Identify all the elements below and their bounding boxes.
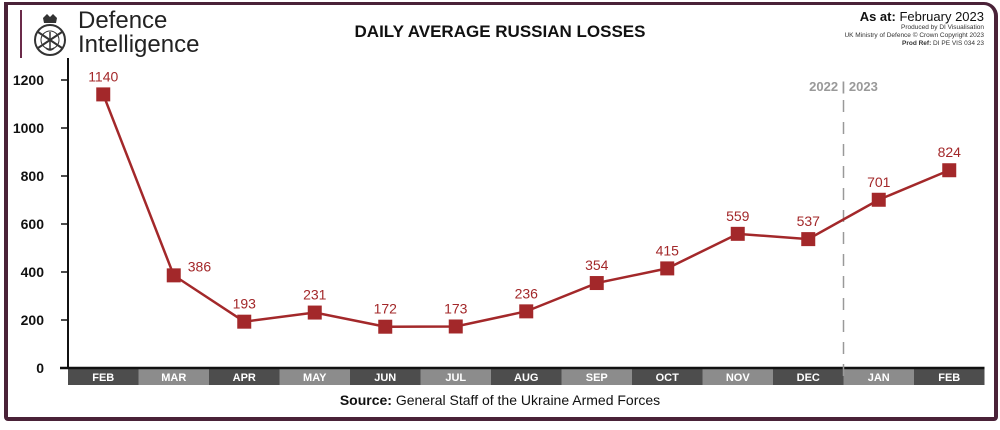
x-tick-label: FEB [938,372,960,384]
data-point [96,87,111,102]
produced-by: Produced by DI Visualisation [901,24,984,31]
x-tick-label: MAY [303,372,327,384]
data-point [307,305,322,320]
year-divider-label: 2022 | 2023 [809,79,878,94]
x-band [843,369,914,385]
source-value: General Staff of the Ukraine Armed Force… [395,392,661,408]
data-point [942,163,957,178]
data-point [378,319,393,334]
x-tick-label: AUG [514,372,538,384]
data-label: 172 [374,301,398,317]
data-label: 824 [938,144,962,160]
y-tick-label: 200 [21,312,45,328]
brand-line-2: Intelligence [78,31,200,58]
data-label: 386 [188,258,212,274]
x-band [138,369,209,385]
data-label: 354 [585,257,609,273]
x-tick-label: NOV [726,372,751,384]
meta-info: As at: February 2023 Produced by DI Visu… [844,9,984,48]
data-point [237,314,252,329]
y-tick-label: 0 [36,360,44,376]
chart-title: DAILY AVERAGE RUSSIAN LOSSES [354,22,646,41]
data-point [166,268,181,283]
copyright: UK Ministry of Defence © Crown Copyright… [844,32,984,39]
defence-intelligence-crest-icon [34,14,66,56]
data-label: 701 [867,174,891,190]
data-label: 1140 [88,68,118,84]
data-label: 537 [797,213,821,229]
as-at-label: As at: [859,9,896,24]
y-tick-label: 600 [21,216,45,232]
x-tick-label: SEP [586,372,608,384]
brand-divider [20,10,22,58]
x-band [279,369,350,385]
x-band [209,369,280,385]
brand-line-1: Defence [78,7,168,34]
x-band [632,369,703,385]
data-point [660,261,675,276]
data-label: 415 [656,242,680,258]
x-band [702,369,773,385]
y-tick-label: 1200 [13,72,44,88]
prod-ref-value: DI PE VIS 034 23 [933,40,984,47]
x-tick-label: OCT [656,372,680,384]
brand-name: Defence Intelligence [78,9,199,57]
data-point [519,304,534,319]
x-band [420,369,491,385]
data-label: 193 [233,296,257,312]
x-band [773,369,844,385]
x-tick-label: JAN [868,372,890,384]
chart-frame [4,2,998,421]
source-label: Source: [339,392,392,408]
source-note: Source: General Staff of the Ukraine Arm… [0,392,1000,408]
x-band [914,369,985,385]
y-tick-label: 800 [21,168,45,184]
data-point [730,226,745,241]
data-label: 231 [303,287,327,303]
x-band [68,369,139,385]
data-label: 236 [515,285,539,301]
x-band [350,369,421,385]
as-at-value: February 2023 [899,9,984,24]
x-tick-label: JUN [374,372,396,384]
data-point [448,319,463,334]
y-tick-label: 400 [21,264,45,280]
y-tick-label: 1000 [13,120,44,136]
data-point [871,192,886,207]
x-tick-label: MAR [161,372,186,384]
x-tick-label: FEB [92,372,114,384]
data-label: 173 [444,300,468,316]
x-tick-label: JUL [445,372,466,384]
data-label: 559 [726,208,750,224]
data-point [801,232,816,247]
prod-ref-label: Prod Ref: [901,40,932,47]
x-tick-label: DEC [797,372,820,384]
x-band [561,369,632,385]
data-point [589,276,604,291]
x-band [491,369,562,385]
x-tick-label: APR [233,372,256,384]
